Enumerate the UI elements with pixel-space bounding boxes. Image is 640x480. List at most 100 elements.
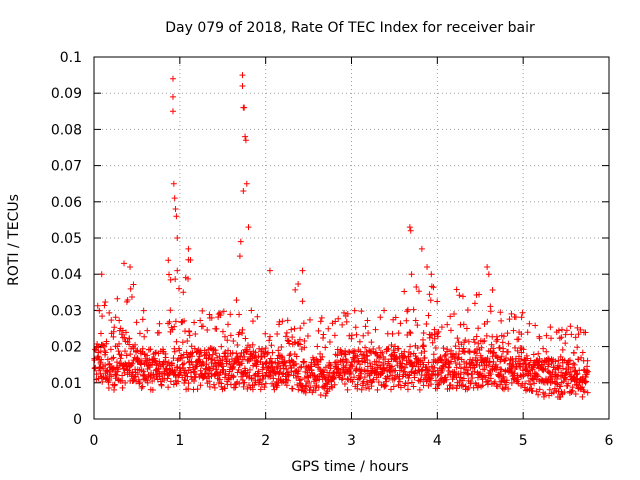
data-point xyxy=(171,348,178,355)
data-point xyxy=(528,385,535,392)
data-point xyxy=(534,371,541,378)
data-point xyxy=(385,358,392,365)
data-point xyxy=(104,356,111,363)
data-point xyxy=(204,326,211,333)
data-point xyxy=(460,321,467,328)
data-point xyxy=(364,357,371,364)
data-point xyxy=(112,314,119,321)
data-point xyxy=(240,187,247,194)
data-point xyxy=(517,372,524,379)
data-point xyxy=(139,383,146,390)
data-point xyxy=(225,321,232,328)
data-point xyxy=(410,383,417,390)
data-point xyxy=(349,363,356,370)
data-point xyxy=(213,325,220,332)
data-point xyxy=(300,320,307,327)
data-point xyxy=(440,345,447,352)
data-point xyxy=(170,381,177,388)
data-point xyxy=(163,366,170,373)
data-point xyxy=(225,347,232,354)
data-point xyxy=(435,371,442,378)
x-tick-label: 4 xyxy=(433,433,442,449)
data-point xyxy=(369,365,376,372)
data-point xyxy=(200,323,207,330)
data-point xyxy=(421,348,428,355)
data-point xyxy=(452,343,459,350)
data-point xyxy=(415,288,422,295)
data-point xyxy=(380,359,387,366)
data-point xyxy=(546,370,553,377)
data-point xyxy=(216,376,223,383)
data-point xyxy=(525,377,532,384)
data-point xyxy=(392,314,399,321)
data-point xyxy=(318,314,325,321)
x-axis-title: GPS time / hours xyxy=(291,459,408,475)
data-point xyxy=(170,180,177,187)
data-point xyxy=(497,356,504,363)
data-point xyxy=(141,333,148,340)
data-point xyxy=(147,372,154,379)
data-point xyxy=(487,303,494,310)
data-point xyxy=(290,372,297,379)
data-point xyxy=(132,341,139,348)
data-point xyxy=(406,329,413,336)
data-point xyxy=(317,318,324,325)
data-point xyxy=(382,356,389,363)
data-point xyxy=(221,350,228,357)
data-point xyxy=(223,357,230,364)
data-point xyxy=(358,370,365,377)
data-point xyxy=(297,376,304,383)
data-point xyxy=(451,311,458,318)
data-point xyxy=(127,285,134,292)
data-point xyxy=(534,373,541,380)
data-point xyxy=(115,348,122,355)
data-point xyxy=(255,353,262,360)
data-point xyxy=(191,319,198,326)
data-point xyxy=(119,327,126,334)
data-point xyxy=(556,363,563,370)
data-point xyxy=(291,325,298,332)
data-point xyxy=(584,368,591,375)
data-point xyxy=(136,330,143,337)
data-point xyxy=(195,357,202,364)
data-point xyxy=(426,368,433,375)
data-point xyxy=(262,360,269,367)
data-point xyxy=(427,375,434,382)
data-point xyxy=(106,377,113,384)
data-point xyxy=(216,361,223,368)
data-point xyxy=(156,320,163,327)
data-point xyxy=(340,309,347,316)
data-point xyxy=(113,371,120,378)
data-point xyxy=(351,374,358,381)
data-point xyxy=(206,378,213,385)
data-point xyxy=(536,386,543,393)
data-point xyxy=(527,381,534,388)
data-point xyxy=(540,393,547,400)
data-point xyxy=(108,373,115,380)
data-point xyxy=(273,364,280,371)
data-point xyxy=(218,343,225,350)
data-point xyxy=(171,195,178,202)
data-point xyxy=(230,337,237,344)
data-point xyxy=(294,370,301,377)
data-point xyxy=(301,344,308,351)
data-point xyxy=(102,362,109,369)
data-point xyxy=(133,319,140,326)
data-point xyxy=(237,353,244,360)
data-point xyxy=(361,374,368,381)
data-point xyxy=(266,337,273,344)
data-point xyxy=(174,267,181,274)
data-point xyxy=(331,332,338,339)
data-point xyxy=(453,385,460,392)
data-point xyxy=(283,382,290,389)
data-point xyxy=(569,387,576,394)
y-tick-label: 0.08 xyxy=(51,122,82,138)
data-point xyxy=(186,327,193,334)
data-point xyxy=(339,375,346,382)
data-point xyxy=(500,373,507,380)
data-point xyxy=(345,348,352,355)
data-point xyxy=(248,375,255,382)
data-point xyxy=(584,357,591,364)
data-point xyxy=(563,376,570,383)
